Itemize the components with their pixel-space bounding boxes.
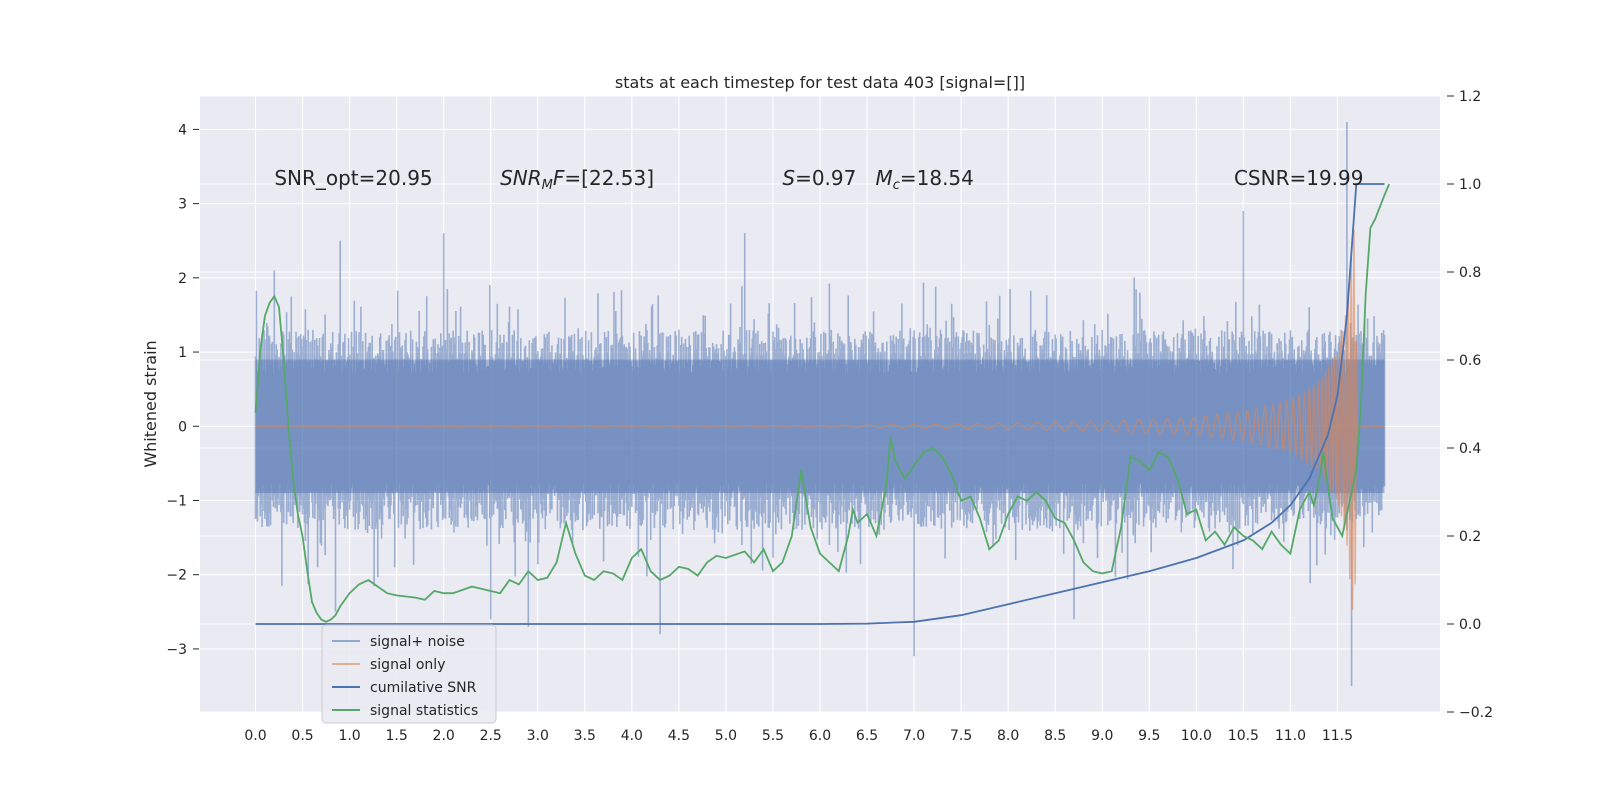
series-signal-statistics xyxy=(254,183,1391,623)
x-tick-label: 11.0 xyxy=(1275,728,1306,744)
x-tick-label: 7.5 xyxy=(950,728,972,744)
y-tick-label: 1 xyxy=(178,345,187,361)
y2-tick-label: 0.6 xyxy=(1459,353,1481,369)
x-tick-label: 0.5 xyxy=(291,728,313,744)
y-tick-label: −3 xyxy=(166,642,187,658)
x-tick-label: 4.0 xyxy=(621,728,643,744)
axes: 0.0 0.5 1.0 1.5 2.0 2.5 3.0 3.5 4.0 4.5 5.0 5.5 6.0 6… xyxy=(166,89,1493,744)
y-tick-label: 4 xyxy=(178,122,187,138)
annotation-part: =[22.53] xyxy=(564,166,654,190)
annotation-part: SNR xyxy=(500,166,542,190)
x-tick-label: 2.5 xyxy=(480,728,502,744)
x-tick-label: 8.0 xyxy=(997,728,1019,744)
x-tick-label: 10.0 xyxy=(1181,728,1212,744)
annotation-part: M xyxy=(542,178,553,193)
x-tick-label: 9.5 xyxy=(1138,728,1160,744)
y2-tick-label: 0.4 xyxy=(1459,441,1481,457)
y2-tick-label: −0.2 xyxy=(1459,705,1493,721)
series-cumulative-snr xyxy=(255,183,1385,625)
legend-label: signal+ noise xyxy=(370,634,465,650)
y2-tick-label: 0.2 xyxy=(1459,529,1481,545)
legend-label: cumilative SNR xyxy=(370,680,477,696)
x-tick-label: 1.5 xyxy=(385,728,407,744)
annotation: S=0.97 Mc=18.54 xyxy=(782,166,974,193)
y-tick-label: 0 xyxy=(178,419,187,435)
x-tick-label: 3.0 xyxy=(527,728,549,744)
x-tick-label: 5.0 xyxy=(715,728,737,744)
chart-title: stats at each timestep for test data 403… xyxy=(615,73,1025,92)
annotation: SNR_opt=20.95 xyxy=(274,166,432,190)
x-tick-label: 9.0 xyxy=(1091,728,1113,744)
x-tick-label: 2.0 xyxy=(433,728,455,744)
x-tick-label: 3.5 xyxy=(574,728,596,744)
x-tick-label: 0.0 xyxy=(244,728,266,744)
annotation-part: c xyxy=(893,178,900,193)
series-signal-only xyxy=(255,229,1385,610)
plot-layer xyxy=(254,122,1391,686)
y-tick-label: −1 xyxy=(166,493,187,509)
x-tick-label: 6.5 xyxy=(856,728,878,744)
annotation: SNRMF=[22.53] xyxy=(500,166,654,193)
x-tick-label: 7.0 xyxy=(903,728,925,744)
annotation-part: =0.97 xyxy=(795,166,875,190)
y-axis-label: Whitened strain xyxy=(141,340,160,467)
x-tick-label: 10.5 xyxy=(1228,728,1259,744)
x-tick-label: 11.5 xyxy=(1322,728,1353,744)
annotation-part: F xyxy=(553,166,565,190)
x-tick-label: 6.0 xyxy=(809,728,831,744)
annotation-part: M xyxy=(875,166,892,190)
annotation: CSNR=19.99 xyxy=(1234,166,1364,190)
legend-box xyxy=(321,624,497,724)
x-tick-label: 4.5 xyxy=(668,728,690,744)
legend-label: signal statistics xyxy=(370,703,478,719)
y2-tick-label: 0.8 xyxy=(1459,265,1481,281)
x-tick-label: 5.5 xyxy=(762,728,784,744)
annotations: SNR_opt=20.95 SNRMF=[22.53] S=0.97 Mc=18.5… xyxy=(274,166,1363,193)
annotation-part: =18.54 xyxy=(900,166,974,190)
y2-tick-label: 0.0 xyxy=(1459,617,1481,633)
legend: signal+ noise signal only cumilative SNR si… xyxy=(321,624,497,724)
x-tick-label: 8.5 xyxy=(1044,728,1066,744)
y-tick-label: −2 xyxy=(166,568,187,584)
y-tick-label: 2 xyxy=(178,271,187,287)
x-tick-label: 1.0 xyxy=(338,728,360,744)
legend-label: signal only xyxy=(370,657,445,673)
y2-tick-label: 1.2 xyxy=(1459,89,1481,105)
y-tick-label: 3 xyxy=(178,197,187,213)
annotation-part: S xyxy=(782,166,795,190)
y2-tick-label: 1.0 xyxy=(1459,177,1481,193)
